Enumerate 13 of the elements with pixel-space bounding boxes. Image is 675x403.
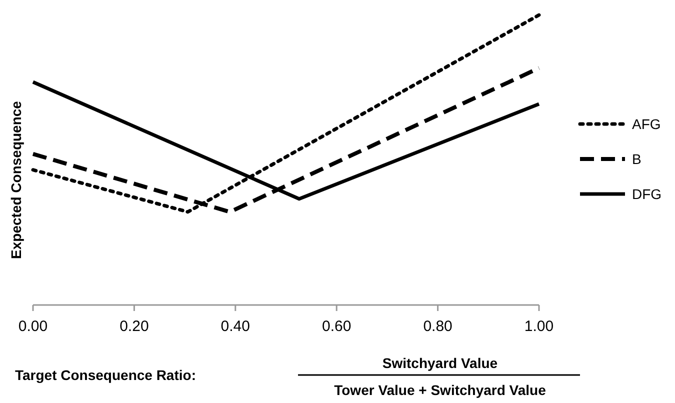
- y-axis-title: Expected Consequence: [8, 100, 24, 259]
- x-tick-label: 0.00: [18, 318, 48, 335]
- legend-label: DFG: [632, 186, 662, 202]
- x-tick-label: 0.40: [220, 318, 250, 335]
- x-tick-label: 1.00: [524, 318, 554, 335]
- x-tick-label: 0.20: [120, 318, 149, 335]
- legend-label: B: [632, 151, 642, 167]
- x-axis-title: Target Consequence Ratio:: [15, 367, 196, 383]
- x-tick-label: 0.80: [423, 318, 452, 335]
- text: Switchyard Value: [382, 355, 498, 371]
- x-tick-label: 0.60: [322, 318, 352, 335]
- text: Tower Value + Switchyard Value: [334, 382, 546, 398]
- legend-label: AFG: [632, 116, 661, 132]
